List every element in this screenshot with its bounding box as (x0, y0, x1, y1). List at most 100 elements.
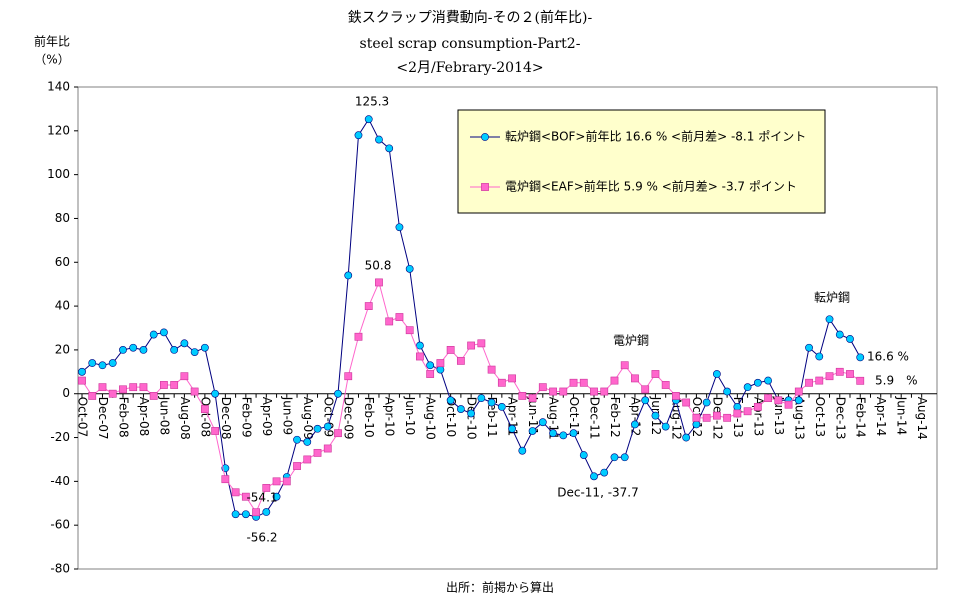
marker (221, 475, 230, 484)
marker (733, 409, 742, 418)
marker (211, 427, 220, 435)
marker (672, 392, 680, 400)
marker (641, 396, 650, 405)
x-tick-label: Dec-11 (588, 397, 602, 440)
marker (651, 411, 660, 420)
y-tick-label: -40 (50, 474, 70, 488)
x-tick-label: Aug-08 (178, 397, 192, 440)
x-tick-label: Apr-14 (874, 397, 888, 437)
y-tick-label: -20 (50, 430, 70, 444)
marker (620, 453, 629, 462)
marker (282, 477, 291, 486)
marker (559, 431, 568, 440)
marker (303, 438, 312, 446)
marker (354, 131, 363, 140)
x-tick-label: Apr-10 (383, 397, 397, 437)
marker (467, 341, 476, 350)
marker (313, 448, 322, 457)
x-tick-label: Dec-07 (96, 397, 110, 440)
marker (774, 396, 783, 405)
marker (160, 328, 168, 337)
marker (784, 400, 793, 409)
marker (262, 484, 271, 492)
marker (815, 352, 824, 361)
marker (364, 115, 373, 124)
marker (200, 405, 209, 413)
y-tick-label: -60 (50, 518, 70, 532)
x-tick-label: Oct-07 (76, 397, 90, 437)
marker (98, 361, 107, 370)
y-tick-label: 80 (55, 211, 70, 225)
marker (764, 376, 772, 385)
marker (508, 374, 516, 383)
marker (753, 378, 762, 387)
y-tick-label: -80 (50, 562, 70, 576)
marker (293, 435, 301, 444)
x-tick-label: Oct-13 (813, 397, 827, 437)
x-tick-label: Jun-14 (895, 396, 909, 435)
x-tick-label: Aug-09 (301, 397, 315, 440)
x-tick-label: Apr-08 (137, 397, 151, 437)
marker (692, 413, 701, 422)
x-tick-label: Dec-10 (465, 397, 479, 440)
marker (692, 420, 701, 429)
marker (416, 352, 424, 361)
marker (508, 424, 516, 433)
y-axis-label: 前年比 (34, 34, 70, 49)
marker (129, 383, 138, 392)
marker (467, 409, 476, 418)
marker (661, 422, 670, 431)
marker (661, 381, 670, 389)
y-tick-label: 120 (47, 123, 70, 137)
marker (180, 372, 189, 381)
x-tick-label: Aug-11 (547, 397, 561, 440)
marker (262, 508, 271, 516)
marker (241, 492, 250, 501)
x-tick-label: Jun-08 (157, 396, 171, 435)
marker (743, 407, 752, 416)
x-tick-label: Dec-09 (342, 397, 356, 440)
y-tick-label: 60 (55, 255, 70, 269)
y-tick-label: 0 (62, 386, 70, 400)
marker (477, 339, 486, 348)
marker (743, 383, 752, 392)
marker (375, 278, 383, 287)
x-tick-label: Jun-11 (526, 396, 540, 435)
marker (631, 420, 639, 429)
marker (395, 313, 404, 321)
marker (651, 370, 660, 378)
x-tick-label: Aug-10 (424, 397, 438, 440)
marker (334, 389, 342, 398)
x-tick-label: Oct-11 (567, 397, 581, 437)
x-tick-label: Feb-10 (362, 397, 376, 438)
marker (88, 359, 97, 367)
marker (170, 346, 179, 354)
marker (78, 376, 86, 385)
marker (610, 453, 619, 462)
marker (723, 387, 732, 396)
marker (610, 376, 619, 385)
x-tick-label: Feb-14 (854, 397, 868, 438)
annotation: 転炉鋼 (814, 291, 850, 305)
marker (436, 359, 445, 367)
marker (825, 372, 834, 381)
marker (794, 396, 803, 405)
marker (682, 398, 691, 407)
x-tick-label: Apr-12 (628, 397, 642, 437)
source: 出所：前掲から算出 (446, 580, 554, 595)
marker (170, 381, 179, 389)
marker (436, 365, 445, 374)
chart-subtitle: steel scrap consumption-Part2- (360, 36, 581, 52)
marker (108, 359, 117, 367)
marker (620, 361, 629, 370)
marker (446, 396, 455, 405)
marker (313, 424, 322, 433)
y-axis-label: （%） (34, 53, 69, 67)
marker (712, 370, 721, 378)
x-tick-label: Oct-08 (198, 397, 212, 437)
marker (139, 383, 148, 392)
marker (518, 392, 527, 400)
marker (405, 264, 414, 273)
marker (78, 367, 86, 376)
